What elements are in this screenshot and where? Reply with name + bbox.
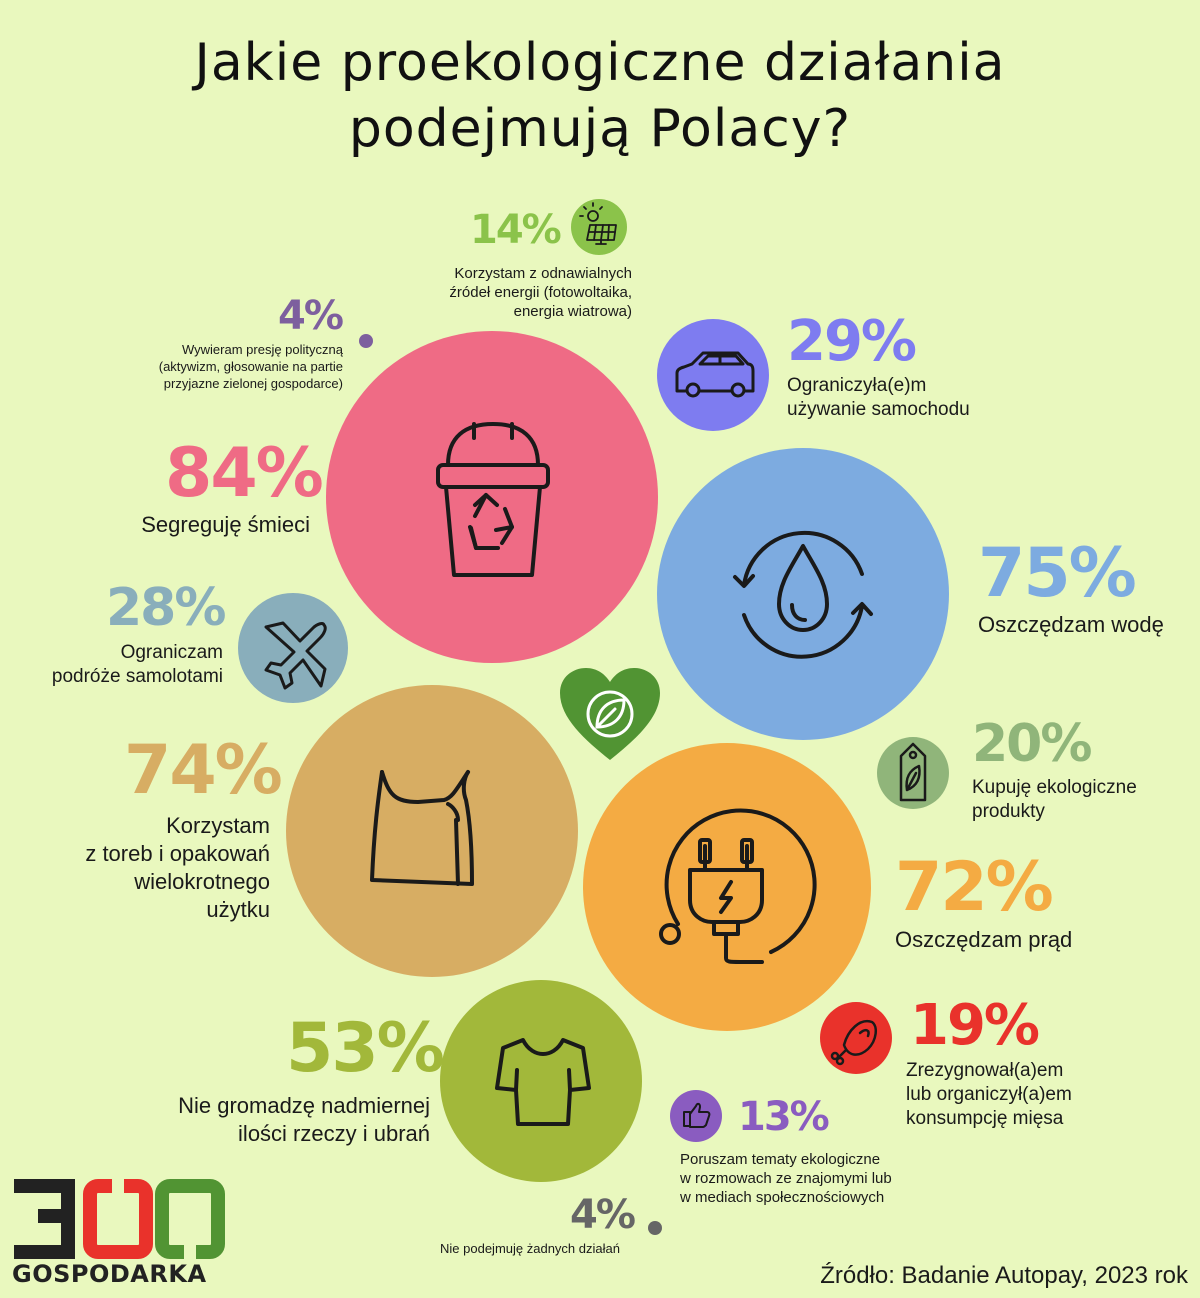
- label-car: Ograniczyła(e)m używanie samochodu: [787, 375, 970, 420]
- solar-panel-icon: [579, 202, 617, 245]
- logo-300-gospodarka-graphic: [14, 1179, 225, 1259]
- car-icon: [675, 351, 755, 398]
- pct-bags: 74%: [124, 731, 283, 810]
- page-title: Jakie proekologiczne działania podejmują…: [0, 30, 1200, 162]
- label-eco-products: Kupuję ekologiczne produkty: [972, 777, 1137, 822]
- pct-power: 72%: [895, 848, 1054, 927]
- shopping-bag-icon: [370, 770, 474, 886]
- pct-renewable: 14%: [470, 207, 562, 253]
- pct-nothing: 4%: [570, 1192, 636, 1238]
- pct-clothes: 53%: [286, 1009, 445, 1088]
- pct-plane: 28%: [106, 578, 226, 638]
- bubble-segregation: [326, 331, 658, 663]
- pct-water: 75%: [978, 534, 1137, 613]
- label-talk: Poruszam tematy ekologiczne w rozmowach …: [680, 1151, 892, 1206]
- heart-leaf-icon: [560, 668, 660, 760]
- bubble-talk: [670, 1090, 722, 1142]
- pct-car: 29%: [787, 309, 917, 374]
- thumbs-up-icon: [683, 1102, 711, 1128]
- dot-nothing: [648, 1221, 662, 1235]
- pct-meat: 19%: [910, 993, 1040, 1058]
- bubble-car: [657, 319, 769, 431]
- dot-politics: [359, 334, 373, 348]
- label-meat: Zrezygnował(a)em lub organiczył(a)em kon…: [906, 1060, 1072, 1129]
- title-line-1: Jakie proekologiczne działania: [194, 33, 1006, 93]
- label-nothing: Nie podejmuję żadnych działań: [440, 1241, 620, 1256]
- bubble-renewable: [571, 199, 627, 255]
- title-line-2: podejmują Polacy?: [348, 99, 852, 159]
- source-note: Źródło: Badanie Autopay, 2023 rok: [820, 1262, 1188, 1289]
- label-power: Oszczędzam prąd: [895, 927, 1073, 952]
- pct-politics: 4%: [278, 293, 344, 339]
- water-drop-icon: [733, 530, 873, 659]
- label-water: Oszczędzam wodę: [978, 612, 1164, 637]
- label-renewable: Korzystam z odnawialnych źródeł energii …: [449, 265, 632, 320]
- pct-segregation: 84%: [165, 434, 324, 513]
- logo-word: GOSPODARKA: [12, 1260, 207, 1288]
- bubble-water: [657, 448, 949, 740]
- eco-tag-icon: [899, 742, 927, 802]
- bubble-eco-products: [877, 737, 949, 809]
- airplane-icon: [264, 621, 327, 690]
- bubble-plane: [238, 593, 348, 703]
- label-bags: Korzystam z toreb i opakowań wielokrotne…: [85, 813, 270, 922]
- label-segregation: Segreguję śmieci: [141, 512, 310, 537]
- label-clothes: Nie gromadzę nadmiernej ilości rzeczy i …: [178, 1093, 430, 1146]
- meat-icon: [830, 1019, 877, 1066]
- pct-eco-products: 20%: [972, 714, 1092, 774]
- bubble-bags: [286, 685, 578, 977]
- bubble-meat: [820, 1002, 892, 1074]
- bubble-clothes: [440, 980, 642, 1182]
- plug-icon: [659, 808, 817, 964]
- tshirt-icon: [495, 1038, 591, 1126]
- recycle-bin-icon: [436, 422, 550, 577]
- logo-300-gospodarka: GOSPODARKA: [8, 1172, 238, 1290]
- label-plane: Ograniczam podróże samolotami: [51, 642, 223, 687]
- pct-talk: 13%: [738, 1094, 830, 1140]
- label-politics: Wywieram presję polityczną (aktywizm, gł…: [158, 342, 343, 391]
